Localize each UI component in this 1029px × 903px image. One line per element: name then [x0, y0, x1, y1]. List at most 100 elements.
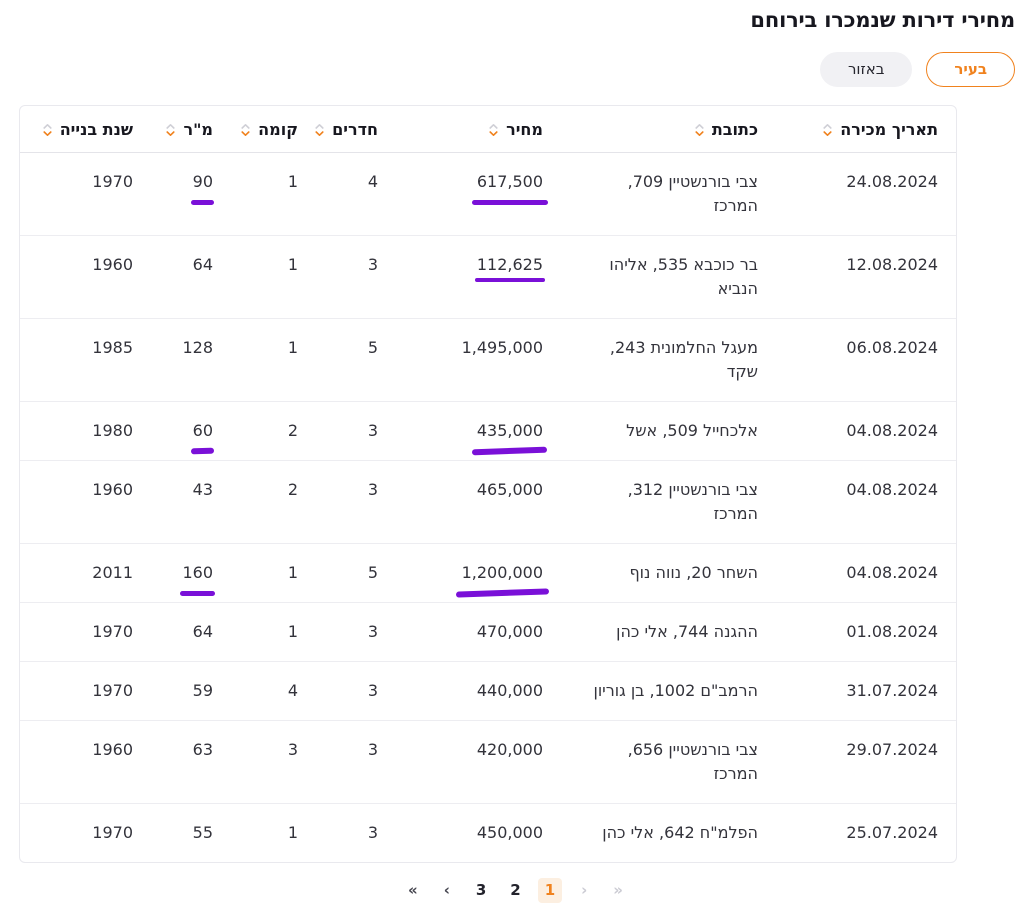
cell-price: 112,625	[396, 235, 561, 319]
cell-address: צבי בורנשטיין 312, המרכז	[561, 460, 776, 544]
cell-build-year: 1960	[20, 460, 151, 544]
column-header-date[interactable]: תאריך מכירה	[776, 106, 956, 153]
cell-build-year: 1960	[20, 720, 151, 804]
cell-price: 1,200,000	[396, 543, 561, 603]
sort-chevron-up-down-icon[interactable]	[240, 122, 251, 138]
sort-chevron-up-down-icon[interactable]	[488, 122, 499, 138]
sort-chevron-up-down-icon[interactable]	[694, 122, 705, 138]
cell-rooms: 4	[367, 172, 378, 191]
cell-sqm: 90	[151, 153, 231, 236]
table-row[interactable]: 12.08.2024 בר כוכבא 535, אליהו הנביא 112…	[20, 235, 956, 319]
cell-rooms: 3	[316, 235, 396, 319]
cell-price: 450,000	[396, 803, 561, 862]
cell-sale-date: 01.08.2024	[776, 602, 956, 662]
cell-build-year: 1980	[20, 401, 151, 461]
cell-rooms: 5	[316, 543, 396, 603]
cell-address: השחר 20, נווה נוף	[561, 543, 776, 603]
in-city-toggle-button[interactable]: בעיר	[926, 52, 1015, 87]
cell-sale-date: 04.08.2024	[776, 401, 956, 461]
cell-sale-date: 25.07.2024	[776, 803, 956, 862]
table-row[interactable]: 31.07.2024 הרמב"ם 1002, בן גוריון 440,00…	[20, 661, 956, 721]
table-header-row: תאריך מכירה כתובת מחיר	[20, 106, 956, 153]
cell-build-year: 1970	[92, 172, 133, 191]
column-header-address[interactable]: כתובת	[561, 106, 776, 153]
column-label: מ"ר	[183, 120, 213, 139]
cell-sale-date: 29.07.2024	[776, 720, 956, 804]
cell-rooms: 5	[316, 318, 396, 402]
column-header-price[interactable]: מחיר	[396, 106, 561, 153]
cell-floor: 1	[231, 803, 316, 862]
in-area-toggle-button[interactable]: באזור	[819, 52, 913, 87]
cell-build-year: 1970	[20, 803, 151, 862]
cell-address: הרמב"ם 1002, בן גוריון	[561, 661, 776, 721]
column-label: שנת בנייה	[59, 120, 133, 139]
table-row[interactable]: 01.08.2024 ההגנה 744, אלי כהן 470,000 3 …	[20, 602, 956, 662]
cell-sqm: 160	[151, 543, 231, 603]
cell-rooms: 3	[316, 401, 396, 461]
cell-sqm: 64	[151, 235, 231, 319]
column-label: כתובת	[711, 120, 758, 139]
sort-chevron-up-down-icon[interactable]	[822, 122, 833, 138]
cell-sqm: 128	[151, 318, 231, 402]
cell-build-year: 1985	[20, 318, 151, 402]
column-header-rooms[interactable]: חדרים	[314, 106, 396, 153]
cell-floor: 1	[231, 235, 316, 319]
cell-price: 440,000	[396, 661, 561, 721]
cell-floor: 1	[287, 172, 298, 191]
cell-sqm: 59	[151, 661, 231, 721]
cell-rooms: 3	[316, 661, 396, 721]
cell-floor: 3	[231, 720, 316, 804]
cell-sqm: 64	[151, 602, 231, 662]
cell-build-year: 1970	[20, 661, 151, 721]
column-header-sqm[interactable]: מ"ר	[151, 106, 231, 153]
cell-address: צבי בורנשטיין 656, המרכז	[561, 720, 776, 804]
table-row[interactable]: 04.08.2024 צבי בורנשטיין 312, המרכז 465,…	[20, 460, 956, 544]
table-row[interactable]: 24.08.2024 צבי בורנשטיין 709, המרכז 617,…	[20, 153, 956, 236]
cell-rooms: 3	[316, 460, 396, 544]
column-header-year[interactable]: שנת בנייה	[20, 106, 151, 153]
sort-chevron-up-down-icon[interactable]	[314, 122, 325, 138]
cell-rooms: 3	[316, 720, 396, 804]
cell-sqm: 43	[151, 460, 231, 544]
cell-sqm: 60	[151, 401, 231, 461]
table-row[interactable]: 04.08.2024 השחר 20, נווה נוף 1,200,000 5…	[20, 543, 956, 603]
cell-floor: 2	[231, 401, 316, 461]
cell-sale-date: 04.08.2024	[776, 543, 956, 603]
table-row[interactable]: 25.07.2024 הפלמ"ח 642, אלי כהן 450,000 3…	[20, 803, 956, 862]
cell-floor: 2	[231, 460, 316, 544]
cell-sale-date: 31.07.2024	[776, 661, 956, 721]
cell-price: 435,000	[396, 401, 561, 461]
column-header-floor[interactable]: קומה	[231, 106, 316, 153]
cell-address: ההגנה 744, אלי כהן	[561, 602, 776, 662]
cell-price: 465,000	[396, 460, 561, 544]
cell-build-year: 1970	[20, 602, 151, 662]
cell-rooms: 3	[316, 602, 396, 662]
table-row[interactable]: 04.08.2024 אלכחייל 509, אשל 435,000 3 2 …	[20, 401, 956, 461]
cell-address: צבי בורנשטיין 709, המרכז	[627, 172, 758, 215]
sort-chevron-up-down-icon[interactable]	[165, 122, 176, 138]
cell-sale-date: 06.08.2024	[776, 318, 956, 402]
cell-sqm: 63	[151, 720, 231, 804]
column-label: מחיר	[506, 120, 543, 139]
cell-floor: 1	[231, 543, 316, 603]
cell-rooms: 3	[316, 803, 396, 862]
cell-address: מעגל החלמונית 243, שקד	[561, 318, 776, 402]
table-row[interactable]: 06.08.2024 מעגל החלמונית 243, שקד 1,495,…	[20, 318, 956, 402]
cell-sqm: 55	[151, 803, 231, 862]
table-row[interactable]: 29.07.2024 צבי בורנשטיין 656, המרכז 420,…	[20, 720, 956, 804]
column-label: תאריך מכירה	[840, 120, 938, 139]
cell-floor: 4	[231, 661, 316, 721]
cell-floor: 1	[231, 602, 316, 662]
sort-chevron-up-down-icon[interactable]	[42, 122, 53, 138]
cell-sale-date: 24.08.2024	[846, 172, 938, 191]
cell-floor: 1	[231, 318, 316, 402]
column-label: חדרים	[332, 120, 378, 139]
page-title: מחירי דירות שנמכרו בירוחם	[750, 8, 1015, 32]
cell-build-year: 1960	[20, 235, 151, 319]
cell-address: אלכחייל 509, אשל	[561, 401, 776, 461]
cell-sale-date: 04.08.2024	[776, 460, 956, 544]
sold-apartments-table: תאריך מכירה כתובת מחיר	[19, 105, 957, 863]
cell-price: 420,000	[396, 720, 561, 804]
cell-sale-date: 12.08.2024	[776, 235, 956, 319]
